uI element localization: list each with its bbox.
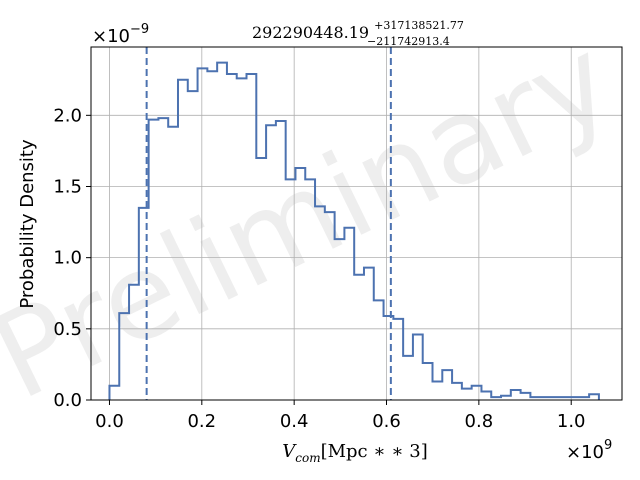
y-axis-ticks: 0.0 0.5 1.0 1.5 2.0 [53,105,91,411]
y-tick-label: 0.0 [53,390,82,411]
y-tick-label: 2.0 [53,105,82,126]
histogram-outline [108,61,600,400]
x-tick-label: 0.6 [372,411,401,432]
x-axis-multiplier: ×109 [566,438,612,463]
y-tick-label: 1.0 [53,248,82,269]
x-tick-label: 1.0 [557,411,586,432]
preliminary-watermark: Preliminary [0,10,632,426]
y-axis-label: Probability Density [17,139,38,309]
x-axis-label: Vcom[Mpc ∗ ∗ 3] [282,441,428,465]
y-axis-multiplier: ×10−9 [92,22,149,47]
x-axis-ticks: 0.0 0.2 0.4 0.6 0.8 1.0 [95,400,586,432]
x-tick-label: 0.8 [465,411,494,432]
x-tick-label: 0.2 [187,411,216,432]
x-tick-label: 0.0 [95,411,124,432]
chart-title: 292290448.19 +317138521.77 −211742913.4 [252,14,469,48]
y-tick-label: 1.5 [53,176,82,197]
credible-interval-lines [145,47,392,400]
plot-frame [90,46,623,401]
x-tick-label: 0.4 [280,411,309,432]
y-tick-label: 0.5 [53,319,82,340]
watermark-layer: Preliminary [0,10,632,426]
